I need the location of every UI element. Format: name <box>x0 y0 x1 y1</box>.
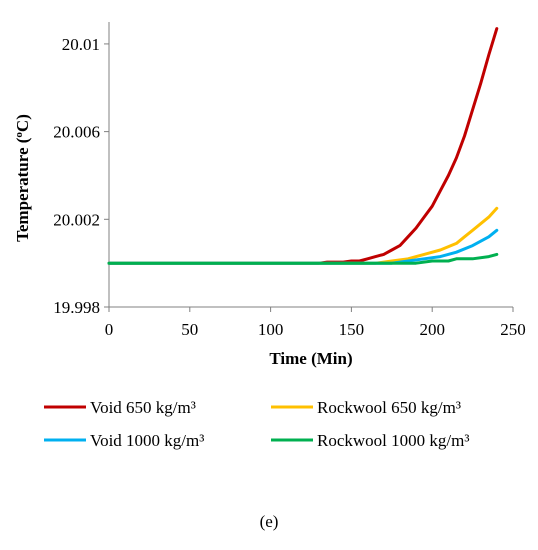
legend-label-1: Void 650 kg/m³ <box>90 398 196 417</box>
x-axis-title: Time (Min) <box>269 349 352 368</box>
x-tick-label: 150 <box>339 320 365 339</box>
series-line-2 <box>107 206 499 265</box>
y-tick-label: 20.006 <box>53 123 100 142</box>
figure-caption: (e) <box>259 512 279 531</box>
series-lines <box>107 27 499 265</box>
series-line-4 <box>107 252 499 265</box>
y-tick-label: 20.002 <box>53 210 100 229</box>
legend-label-2: Rockwool 650 kg/m³ <box>317 398 461 417</box>
x-tick-label: 50 <box>181 320 198 339</box>
legend: Void 650 kg/m³ Rockwool 650 kg/m³ Void 100… <box>44 398 469 450</box>
x-tick-label: 0 <box>105 320 114 339</box>
x-tick-label: 200 <box>419 320 445 339</box>
legend-label-3: Void 1000 kg/m³ <box>90 431 204 450</box>
y-axis-title: Temperature (oC) <box>13 114 32 242</box>
y-tick-label: 19.998 <box>53 298 100 317</box>
series-line-1 <box>107 27 499 265</box>
x-tick-label: 250 <box>500 320 526 339</box>
legend-label-4: Rockwool 1000 kg/m³ <box>317 431 469 450</box>
x-axis-tick-labels: 0 50 100 150 200 250 <box>105 307 526 339</box>
y-axis-tick-labels: 19.998 20.002 20.006 20.01 <box>53 35 109 317</box>
x-tick-label: 100 <box>258 320 284 339</box>
y-tick-label: 20.01 <box>62 35 100 54</box>
series-line-3 <box>107 228 499 265</box>
